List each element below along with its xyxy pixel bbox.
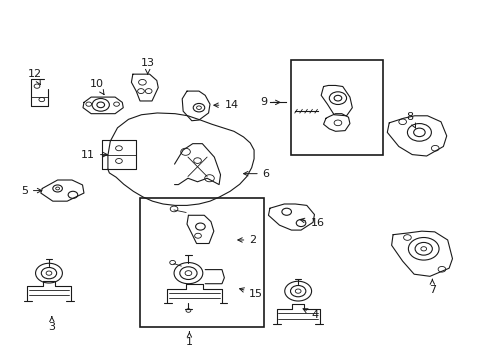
Text: 15: 15 <box>239 288 263 298</box>
Bar <box>291 60 383 154</box>
Text: 10: 10 <box>90 79 104 95</box>
Text: 14: 14 <box>213 100 238 110</box>
Text: 4: 4 <box>303 309 318 320</box>
Bar <box>140 198 263 328</box>
Text: 6: 6 <box>243 168 269 179</box>
Text: 7: 7 <box>428 279 435 295</box>
Text: 16: 16 <box>300 218 324 228</box>
Text: 13: 13 <box>141 58 154 74</box>
Text: 5: 5 <box>21 186 41 195</box>
Text: 9: 9 <box>260 98 279 107</box>
Text: 8: 8 <box>406 112 415 128</box>
Text: 1: 1 <box>185 332 192 347</box>
Text: 3: 3 <box>48 317 55 333</box>
Text: 12: 12 <box>27 69 41 85</box>
Text: 2: 2 <box>237 235 256 245</box>
Text: 11: 11 <box>81 150 107 159</box>
